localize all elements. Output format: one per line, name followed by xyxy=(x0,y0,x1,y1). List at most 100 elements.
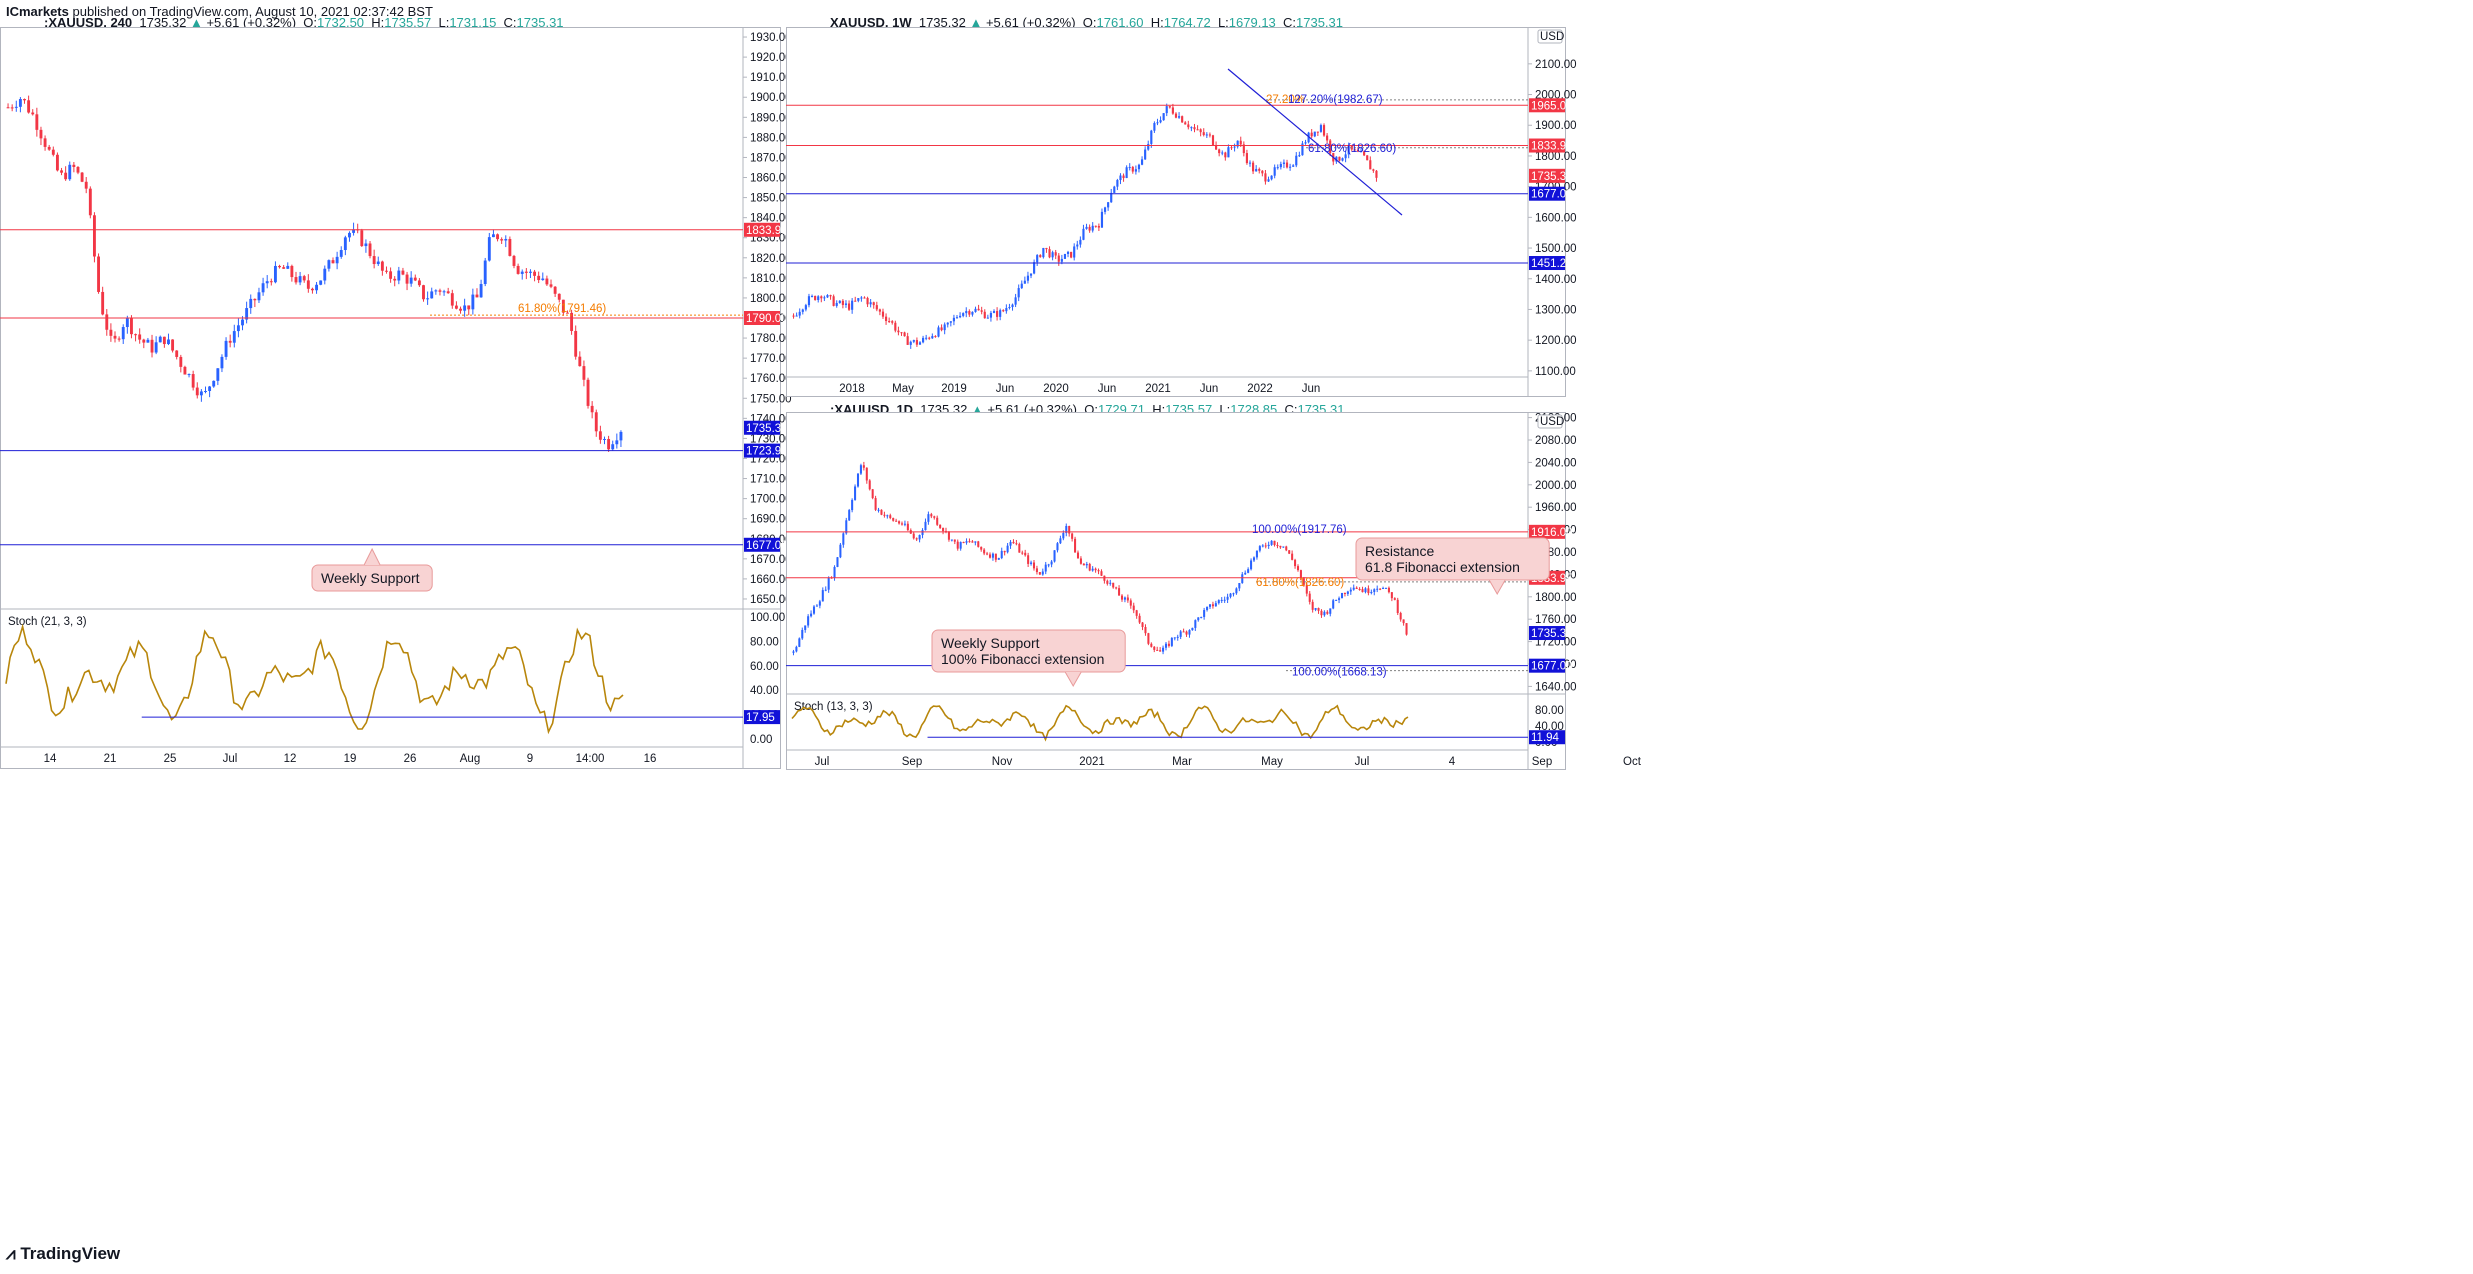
candle-body xyxy=(55,154,59,171)
candle-body xyxy=(827,577,830,590)
candle-body xyxy=(1326,135,1329,141)
currency-label: USD xyxy=(1540,416,1564,428)
header-l-label: L: xyxy=(1219,402,1231,417)
candle-body xyxy=(1190,127,1193,129)
candle-body xyxy=(1140,159,1144,165)
panel-frame xyxy=(786,412,1566,770)
candle-body xyxy=(1112,582,1115,588)
candle-body xyxy=(818,601,821,606)
candle-body xyxy=(1113,186,1116,193)
candle-body xyxy=(1085,563,1088,566)
candle-body xyxy=(1129,600,1132,606)
currency-box xyxy=(1537,29,1563,44)
x-tick-label: 21 xyxy=(104,753,117,765)
fib-label-0: 27.20% xyxy=(1266,94,1305,106)
candle-body xyxy=(918,342,922,345)
candle-body xyxy=(817,296,820,300)
candle-body xyxy=(1305,584,1308,594)
candle-body xyxy=(380,261,384,271)
candle-body xyxy=(352,229,356,233)
x-tick-label: 2021 xyxy=(1145,383,1171,395)
fib-label: 61.80%(1791.46) xyxy=(518,303,606,315)
candle-body xyxy=(60,170,63,173)
candle-body xyxy=(857,298,860,301)
candle-body xyxy=(582,366,586,380)
candle-body xyxy=(1122,175,1125,179)
candle-body xyxy=(1073,246,1076,258)
x-tick-label: 19 xyxy=(344,753,357,765)
candle-body xyxy=(241,319,244,326)
candle-body xyxy=(888,321,891,323)
candle-body xyxy=(1359,151,1363,153)
x-tick-label: 12 xyxy=(284,753,297,765)
h4-chart[interactable]: 1930.00 1920.00 1910.00 1900.00 1890.00 1880.… xyxy=(0,27,792,769)
candle-body xyxy=(463,305,467,311)
publisher-text: published on TradingView.com, August 10,… xyxy=(68,4,433,19)
x-tick-label: 14:00 xyxy=(576,753,605,765)
fib-label-1: 127.20%(1982.67) xyxy=(1288,94,1383,106)
candle-body xyxy=(331,260,335,264)
candle-body xyxy=(216,368,220,381)
candle-body xyxy=(1000,550,1003,559)
stoch-tick-label: 80.00 xyxy=(750,636,779,648)
candle-body xyxy=(1344,154,1347,159)
candle-body xyxy=(1205,134,1208,136)
candle-body xyxy=(1074,538,1077,553)
candle-body xyxy=(886,515,889,517)
header-open: 1761.60 xyxy=(1096,15,1151,30)
candle-body xyxy=(1173,637,1176,639)
candle-body xyxy=(1335,156,1338,162)
y-tick-label: 1100.00 xyxy=(1535,366,1576,378)
candle-body xyxy=(1032,562,1036,569)
candle-body xyxy=(953,539,956,542)
candle-body xyxy=(1221,152,1224,154)
candle-body xyxy=(1171,107,1174,114)
candle-body xyxy=(1050,561,1053,565)
x-tick-label: 25 xyxy=(164,753,177,765)
candle-body xyxy=(417,280,421,286)
candle-body xyxy=(134,334,138,336)
candle-body xyxy=(798,311,801,316)
candle-body xyxy=(863,297,866,299)
tradingview-logo: ⩘ TradingView xyxy=(6,1244,120,1264)
candle-body xyxy=(1252,162,1255,172)
candle-body xyxy=(1060,258,1063,262)
candle-body xyxy=(792,315,795,317)
d1-chart[interactable]: 2120.002080.002040.002000.001960.001920.… xyxy=(786,412,1642,770)
candle-body xyxy=(1291,553,1294,560)
price-badge-label: 1790.00 xyxy=(746,313,788,325)
candle-body xyxy=(1176,636,1179,638)
candle-body xyxy=(1279,545,1282,548)
candle-body xyxy=(1202,132,1205,136)
header-low: 1731.15 xyxy=(449,15,504,30)
candle-body xyxy=(1358,588,1361,590)
candle-body xyxy=(1051,252,1054,258)
candle-body xyxy=(1027,555,1030,564)
candle-body xyxy=(878,309,881,312)
stoch-badge xyxy=(744,710,780,725)
header-close: 1735.31 xyxy=(516,15,564,30)
candle-body xyxy=(1048,249,1051,258)
candle-body xyxy=(1273,540,1276,546)
candle-body xyxy=(859,465,862,474)
candle-body xyxy=(80,172,84,182)
candle-body xyxy=(1070,251,1073,258)
candle-body xyxy=(1012,541,1015,544)
candle-body xyxy=(1199,129,1202,133)
x-tick-label: Mar xyxy=(1172,756,1192,768)
candle-body xyxy=(1063,253,1067,259)
candle-body xyxy=(1088,226,1091,231)
candle-body xyxy=(1005,308,1008,312)
y-tick-label: 1820.00 xyxy=(750,253,792,265)
candle-body xyxy=(1372,169,1375,171)
publisher-name: ICmarkets xyxy=(6,4,69,19)
candle-body xyxy=(385,270,388,272)
candle-body xyxy=(520,271,524,274)
stoch-line xyxy=(5,623,624,735)
w1-chart[interactable]: 2100.002000.001900.001800.001700.001600.… xyxy=(786,27,1577,397)
candle-body xyxy=(826,295,829,298)
candle-body xyxy=(615,440,619,445)
candle-body xyxy=(992,311,996,313)
candle-body xyxy=(931,336,934,339)
candle-body xyxy=(955,317,959,319)
